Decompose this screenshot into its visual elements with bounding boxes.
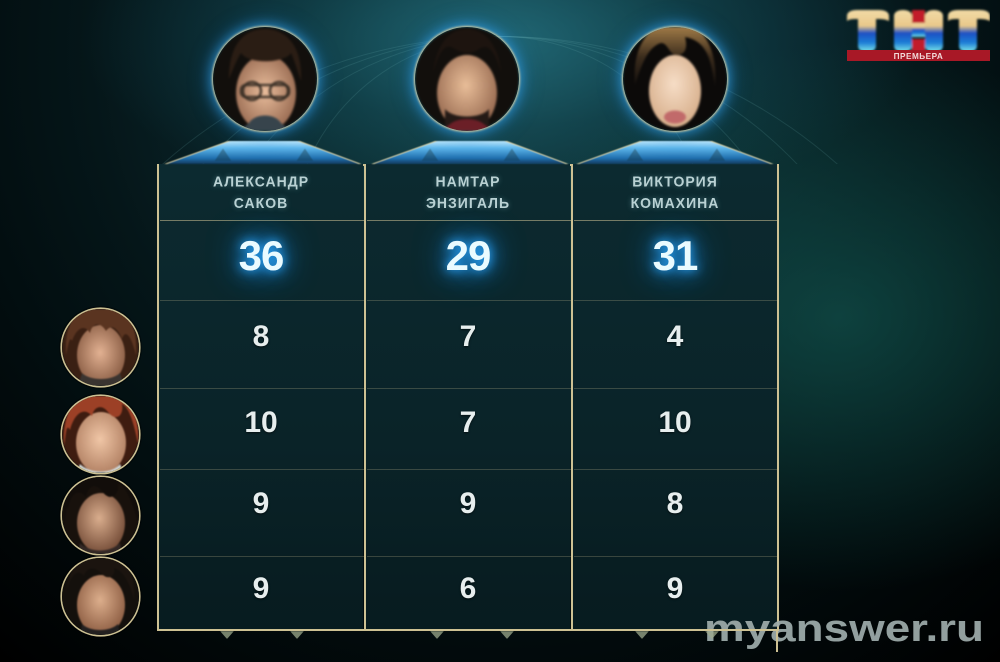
svg-text:ПРЕМЬЕРА: ПРЕМЬЕРА xyxy=(894,52,944,61)
